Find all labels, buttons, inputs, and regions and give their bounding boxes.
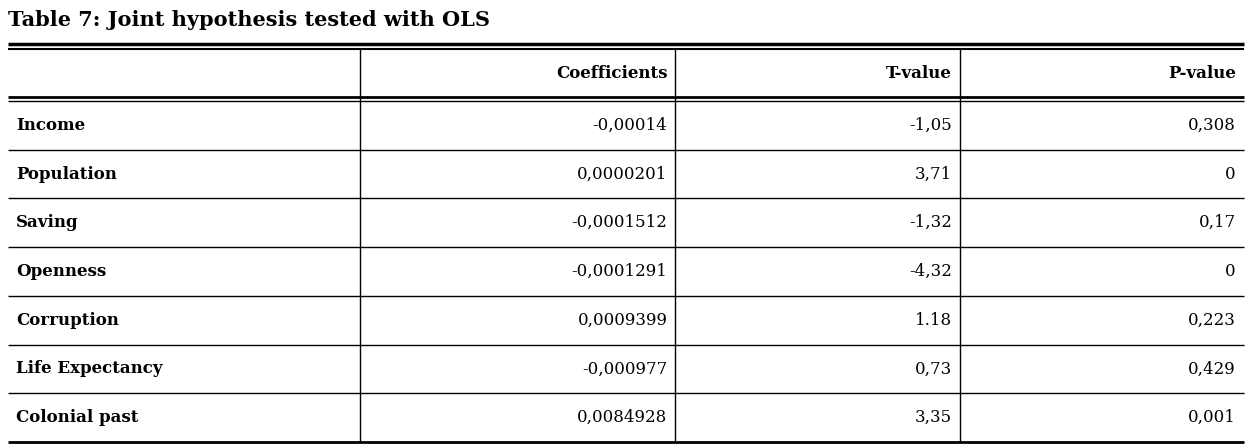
Text: T-value: T-value <box>886 65 952 82</box>
Text: -0,000977: -0,000977 <box>582 360 667 377</box>
Text: 0,17: 0,17 <box>1198 214 1236 231</box>
Text: 0,0000201: 0,0000201 <box>577 165 667 182</box>
Text: Population: Population <box>16 165 116 182</box>
Text: -0,00014: -0,00014 <box>592 117 667 134</box>
Text: 1.18: 1.18 <box>915 312 952 329</box>
Text: Colonial past: Colonial past <box>16 409 139 426</box>
Text: Table 7: Joint hypothesis tested with OLS: Table 7: Joint hypothesis tested with OL… <box>8 10 490 30</box>
Text: -1,32: -1,32 <box>909 214 952 231</box>
Text: Openness: Openness <box>16 263 106 280</box>
Text: Saving: Saving <box>16 214 79 231</box>
Text: 3,71: 3,71 <box>914 165 952 182</box>
Text: 0,429: 0,429 <box>1188 360 1236 377</box>
Text: 0,0084928: 0,0084928 <box>577 409 667 426</box>
Text: -0,0001512: -0,0001512 <box>572 214 667 231</box>
Text: 0,001: 0,001 <box>1188 409 1236 426</box>
Text: -4,32: -4,32 <box>909 263 952 280</box>
Text: P-value: P-value <box>1168 65 1236 82</box>
Text: 3,35: 3,35 <box>915 409 952 426</box>
Text: Income: Income <box>16 117 85 134</box>
Text: Coefficients: Coefficients <box>556 65 667 82</box>
Text: Life Expectancy: Life Expectancy <box>16 360 163 377</box>
Text: Corruption: Corruption <box>16 312 119 329</box>
Text: 0,73: 0,73 <box>914 360 952 377</box>
Text: -1,05: -1,05 <box>909 117 952 134</box>
Text: 0: 0 <box>1226 263 1236 280</box>
Text: -0,0001291: -0,0001291 <box>572 263 667 280</box>
Text: 0: 0 <box>1226 165 1236 182</box>
Text: 0,223: 0,223 <box>1188 312 1236 329</box>
Text: 0,0009399: 0,0009399 <box>577 312 667 329</box>
Text: 0,308: 0,308 <box>1188 117 1236 134</box>
